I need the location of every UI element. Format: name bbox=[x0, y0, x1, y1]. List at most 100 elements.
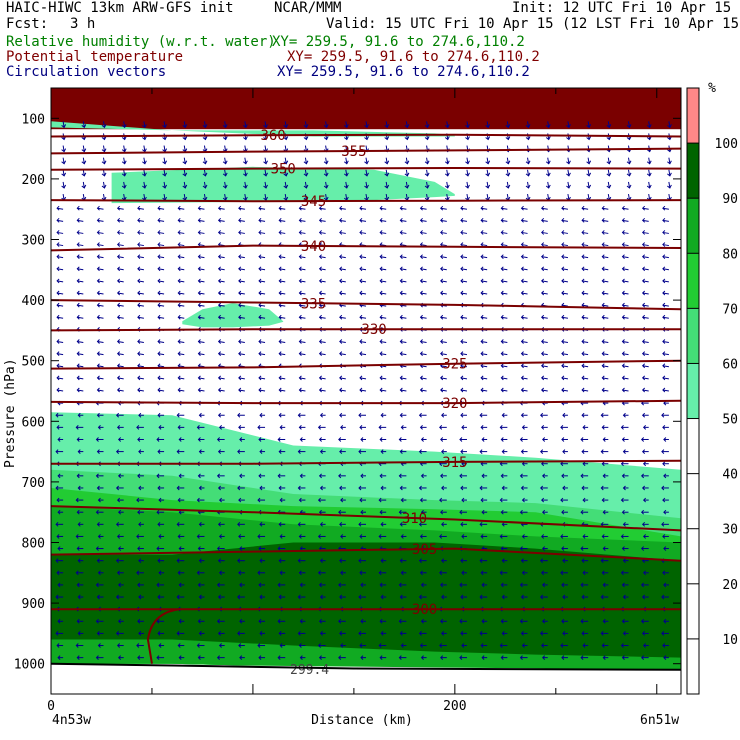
wind-vector bbox=[177, 254, 185, 260]
wind-vector bbox=[500, 205, 508, 211]
wind-vector bbox=[479, 449, 488, 454]
wind-vector bbox=[364, 157, 369, 165]
wind-vector bbox=[198, 449, 205, 454]
wind-vector bbox=[379, 314, 387, 320]
wind-vector bbox=[278, 387, 286, 393]
wind-vector bbox=[541, 230, 548, 235]
wind-vector bbox=[319, 485, 326, 491]
wind-vector bbox=[420, 618, 427, 624]
field-label-vectors: Circulation vectors bbox=[6, 64, 167, 80]
wind-vector bbox=[561, 582, 568, 588]
wind-vector bbox=[318, 217, 326, 223]
wind-vector bbox=[566, 121, 571, 129]
wind-vector bbox=[419, 314, 427, 320]
wind-vector bbox=[297, 594, 306, 600]
wind-vector bbox=[137, 655, 144, 660]
wind-vector bbox=[399, 387, 407, 393]
wind-vector bbox=[55, 558, 64, 564]
wind-vector bbox=[420, 437, 427, 442]
wind-vector bbox=[500, 254, 508, 260]
wind-vector bbox=[562, 594, 568, 600]
wind-vector bbox=[581, 558, 589, 564]
wind-vector bbox=[541, 425, 548, 430]
wind-vector bbox=[116, 230, 124, 235]
wind-vector bbox=[217, 205, 225, 211]
wind-vector bbox=[520, 387, 528, 393]
wind-vector bbox=[600, 594, 609, 600]
wind-vector bbox=[196, 643, 205, 648]
wind-vector bbox=[541, 570, 548, 576]
wind-vector bbox=[217, 387, 225, 393]
colorbar-bin bbox=[687, 308, 699, 364]
wind-vector bbox=[646, 181, 652, 189]
wind-vector bbox=[460, 351, 468, 356]
wind-vector bbox=[177, 278, 185, 284]
wind-vector bbox=[57, 582, 64, 588]
wind-vector bbox=[96, 594, 104, 600]
wind-vector bbox=[318, 618, 326, 624]
wind-vector bbox=[581, 290, 589, 296]
wind-vector bbox=[485, 193, 491, 201]
wind-vector bbox=[663, 509, 669, 515]
wind-vector bbox=[440, 254, 447, 260]
wind-vector bbox=[520, 339, 528, 344]
wind-vector bbox=[485, 121, 491, 129]
wind-vector bbox=[196, 497, 205, 503]
wind-vector bbox=[501, 558, 508, 564]
wind-vector bbox=[56, 290, 64, 296]
wind-vector bbox=[601, 242, 609, 247]
wind-vector bbox=[116, 302, 124, 308]
wind-vector bbox=[115, 558, 124, 564]
wind-vector bbox=[404, 181, 410, 189]
wind-vector bbox=[75, 534, 84, 539]
wind-vector bbox=[641, 278, 649, 284]
wind-vector bbox=[116, 570, 124, 576]
wind-vector bbox=[440, 618, 447, 624]
wind-vector bbox=[258, 582, 266, 588]
wind-vector bbox=[197, 230, 205, 235]
wind-vector bbox=[96, 266, 104, 272]
wind-vector bbox=[339, 351, 346, 356]
wind-vector bbox=[137, 205, 144, 211]
theta-label: 340 bbox=[301, 239, 326, 255]
wind-vector bbox=[257, 425, 266, 430]
wind-vector bbox=[602, 473, 609, 479]
wind-vector bbox=[157, 558, 165, 564]
wind-vector bbox=[137, 509, 144, 515]
wind-vector bbox=[641, 449, 649, 454]
wind-vector bbox=[662, 497, 669, 503]
wind-vector bbox=[561, 437, 568, 442]
colorbar-bin bbox=[687, 143, 699, 199]
y-tick-label: 100 bbox=[22, 112, 45, 127]
wind-vector bbox=[400, 534, 407, 539]
wind-vector bbox=[197, 302, 205, 308]
wind-vector bbox=[197, 278, 205, 284]
wind-vector bbox=[581, 278, 589, 284]
wind-vector bbox=[541, 497, 548, 503]
wind-vector bbox=[662, 254, 669, 260]
wind-vector bbox=[137, 375, 144, 381]
wind-vector bbox=[622, 485, 629, 491]
wind-vector bbox=[258, 266, 266, 272]
wind-vector bbox=[621, 351, 629, 356]
wind-vector bbox=[424, 181, 430, 189]
wind-vector bbox=[662, 290, 669, 296]
wind-vector bbox=[263, 193, 268, 201]
wind-vector bbox=[400, 425, 407, 430]
wind-vector bbox=[662, 339, 669, 344]
theta-contour bbox=[51, 299, 681, 311]
wind-vector bbox=[297, 521, 306, 527]
wind-vector bbox=[216, 437, 225, 442]
wind-vector bbox=[481, 437, 488, 442]
rh-fill-layer bbox=[51, 88, 681, 694]
wind-vector bbox=[318, 375, 326, 381]
wind-vector bbox=[237, 521, 245, 527]
wind-vector bbox=[441, 412, 447, 418]
wind-vector bbox=[418, 594, 427, 600]
wind-vector bbox=[621, 655, 629, 660]
wind-vector bbox=[418, 412, 427, 418]
wind-vector bbox=[460, 521, 467, 527]
wind-vector bbox=[561, 339, 569, 344]
wind-vector bbox=[340, 534, 346, 539]
